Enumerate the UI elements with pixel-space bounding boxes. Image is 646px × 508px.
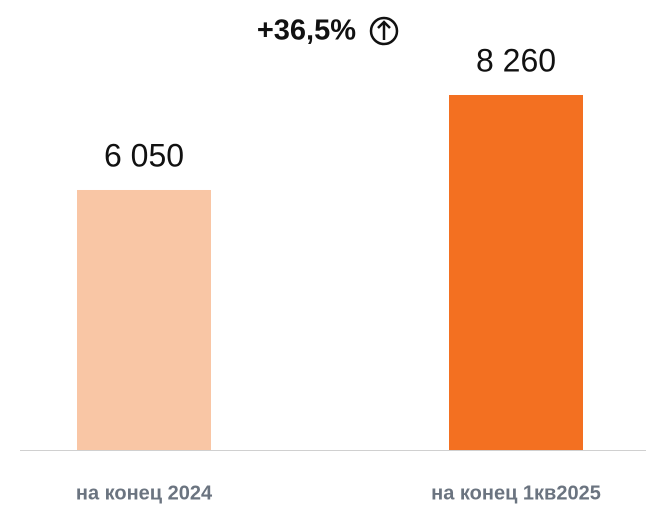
bar <box>449 95 583 450</box>
x-tick-label: на конец 2024 <box>76 482 213 504</box>
x-tick-label: на конец 1кв2025 <box>431 482 601 504</box>
value-label: 6 050 <box>104 137 184 173</box>
value-label: 8 260 <box>476 42 556 78</box>
bar <box>77 189 211 450</box>
up-arrow-icon <box>369 16 399 46</box>
growth-annotation: +36,5% <box>257 15 356 47</box>
